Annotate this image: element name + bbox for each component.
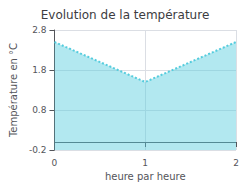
svg-text:1: 1 — [142, 158, 148, 168]
svg-text:0: 0 — [52, 158, 58, 168]
svg-text:0.8: 0.8 — [32, 105, 47, 115]
svg-text:2: 2 — [233, 158, 239, 168]
svg-text:-0.2: -0.2 — [29, 145, 47, 155]
svg-text:1.8: 1.8 — [32, 65, 47, 75]
svg-text:heure par heure: heure par heure — [105, 171, 186, 182]
svg-text:Température en °C: Température en °C — [8, 43, 19, 138]
svg-text:2.8: 2.8 — [32, 25, 47, 35]
svg-text:Evolution de la température: Evolution de la température — [41, 8, 210, 22]
